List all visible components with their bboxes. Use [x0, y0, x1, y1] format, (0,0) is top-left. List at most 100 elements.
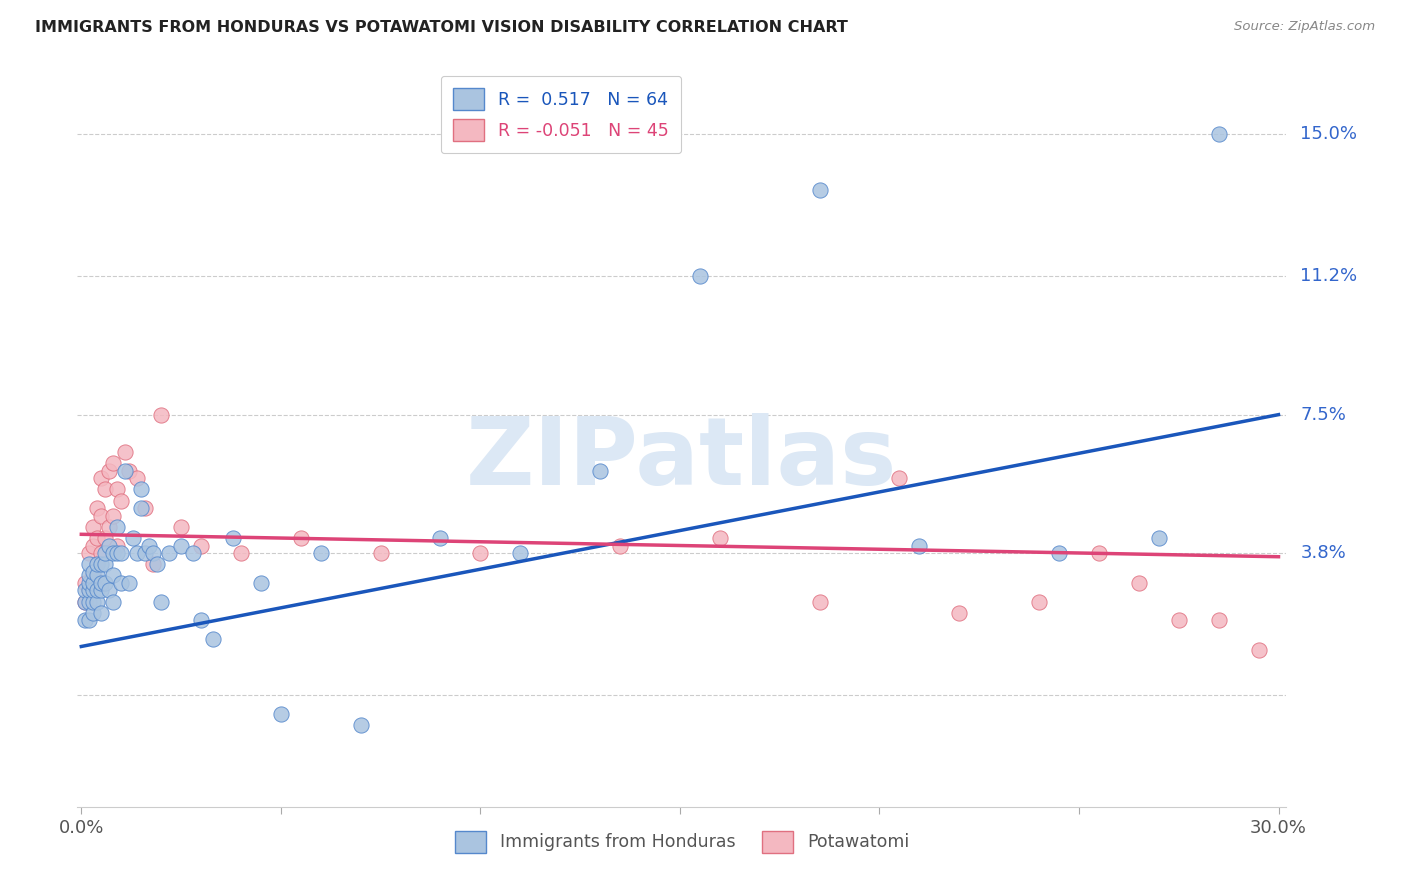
Point: [103, 456, 125, 470]
Point: [79, 568, 101, 582]
Point: [94, 558, 117, 572]
Point: [1147, 531, 1170, 545]
Text: ZIPatlas: ZIPatlas: [467, 413, 897, 505]
Point: [170, 539, 193, 553]
Point: [79, 583, 101, 598]
Point: [75, 594, 97, 608]
Point: [309, 546, 332, 560]
Point: [134, 501, 156, 516]
Point: [103, 594, 125, 608]
Point: [82, 539, 104, 553]
Point: [150, 408, 173, 422]
Point: [170, 520, 193, 534]
Point: [229, 546, 252, 560]
Point: [75, 613, 97, 627]
Point: [114, 464, 136, 478]
Point: [190, 613, 212, 627]
Point: [370, 546, 392, 560]
Point: [290, 531, 312, 545]
Point: [79, 558, 101, 572]
Point: [105, 546, 128, 560]
Point: [86, 501, 108, 516]
Point: [90, 583, 112, 598]
Point: [79, 575, 101, 590]
Point: [1028, 594, 1050, 608]
Point: [105, 483, 128, 497]
Point: [1167, 613, 1189, 627]
Point: [114, 445, 136, 459]
Point: [134, 546, 156, 560]
Point: [86, 568, 108, 582]
Point: [98, 583, 121, 598]
Point: [1128, 575, 1150, 590]
Point: [110, 546, 132, 560]
Point: [82, 594, 104, 608]
Point: [82, 583, 104, 598]
Point: [1088, 546, 1111, 560]
Point: [86, 594, 108, 608]
Text: 15.0%: 15.0%: [1301, 125, 1357, 144]
Point: [90, 558, 112, 572]
Point: [86, 558, 108, 572]
Point: [350, 718, 373, 732]
Point: [146, 558, 169, 572]
Point: [90, 546, 112, 560]
Point: [118, 464, 141, 478]
Point: [129, 501, 152, 516]
Point: [94, 546, 117, 560]
Point: [105, 539, 128, 553]
Point: [157, 546, 180, 560]
Text: 11.2%: 11.2%: [1301, 268, 1358, 285]
Point: [202, 632, 225, 646]
Point: [1247, 643, 1270, 657]
Point: [709, 531, 731, 545]
Point: [889, 471, 911, 485]
Point: [808, 183, 831, 197]
Point: [86, 531, 108, 545]
Point: [103, 568, 125, 582]
Point: [470, 546, 492, 560]
Point: [82, 520, 104, 534]
Point: [90, 471, 112, 485]
Legend: Immigrants from Honduras, Potawatomi: Immigrants from Honduras, Potawatomi: [446, 822, 918, 862]
Point: [118, 575, 141, 590]
Point: [94, 575, 117, 590]
Point: [127, 471, 149, 485]
Point: [105, 520, 128, 534]
Point: [122, 531, 145, 545]
Point: [79, 613, 101, 627]
Point: [1208, 613, 1230, 627]
Point: [181, 546, 204, 560]
Point: [103, 546, 125, 560]
Point: [90, 575, 112, 590]
Point: [127, 546, 149, 560]
Point: [150, 594, 173, 608]
Point: [86, 583, 108, 598]
Point: [75, 575, 97, 590]
Point: [75, 583, 97, 598]
Point: [689, 269, 711, 284]
Point: [1047, 546, 1070, 560]
Point: [509, 546, 531, 560]
Point: [86, 558, 108, 572]
Point: [1208, 127, 1230, 141]
Point: [79, 594, 101, 608]
Point: [75, 594, 97, 608]
Point: [94, 483, 117, 497]
Text: 3.8%: 3.8%: [1301, 544, 1346, 562]
Point: [142, 558, 165, 572]
Text: Source: ZipAtlas.com: Source: ZipAtlas.com: [1234, 20, 1375, 33]
Point: [94, 531, 117, 545]
Point: [82, 606, 104, 620]
Point: [110, 493, 132, 508]
Point: [82, 575, 104, 590]
Point: [142, 546, 165, 560]
Point: [103, 508, 125, 523]
Point: [90, 606, 112, 620]
Point: [98, 520, 121, 534]
Point: [190, 539, 212, 553]
Point: [589, 464, 612, 478]
Point: [908, 539, 931, 553]
Point: [110, 575, 132, 590]
Point: [250, 575, 273, 590]
